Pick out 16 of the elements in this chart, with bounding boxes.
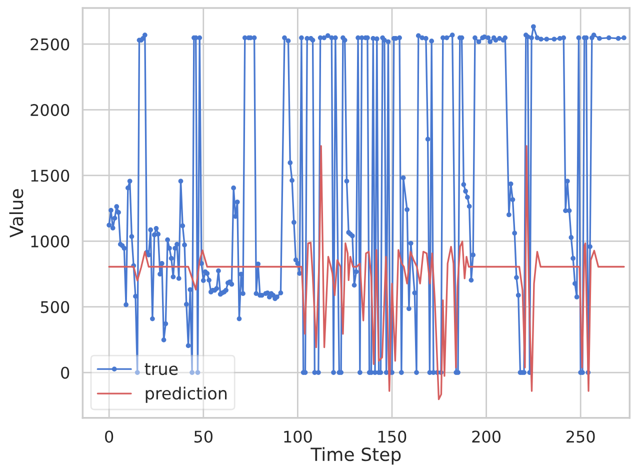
y-tick-label: 1000 bbox=[31, 235, 70, 248]
x-tick-label: 200 bbox=[472, 430, 500, 443]
x-tick-label: 150 bbox=[378, 430, 406, 443]
y-axis-title: Value bbox=[9, 189, 24, 238]
y-tick-label: 0 bbox=[61, 366, 70, 379]
x-tick-label: 250 bbox=[566, 430, 595, 443]
x-tick-label: 0 bbox=[105, 430, 114, 443]
x-axis-title: Time Step bbox=[310, 447, 401, 465]
y-tick-label: 500 bbox=[40, 301, 70, 314]
x-tick-label: 50 bbox=[194, 430, 212, 443]
y-tick-label: 2500 bbox=[30, 38, 70, 50]
y-tick-label: 2000 bbox=[30, 104, 70, 116]
legend-label: true bbox=[144, 363, 178, 376]
legend-label: prediction bbox=[146, 386, 227, 403]
x-tick-label: 100 bbox=[284, 430, 312, 443]
y-tick-label: 1500 bbox=[31, 170, 70, 182]
